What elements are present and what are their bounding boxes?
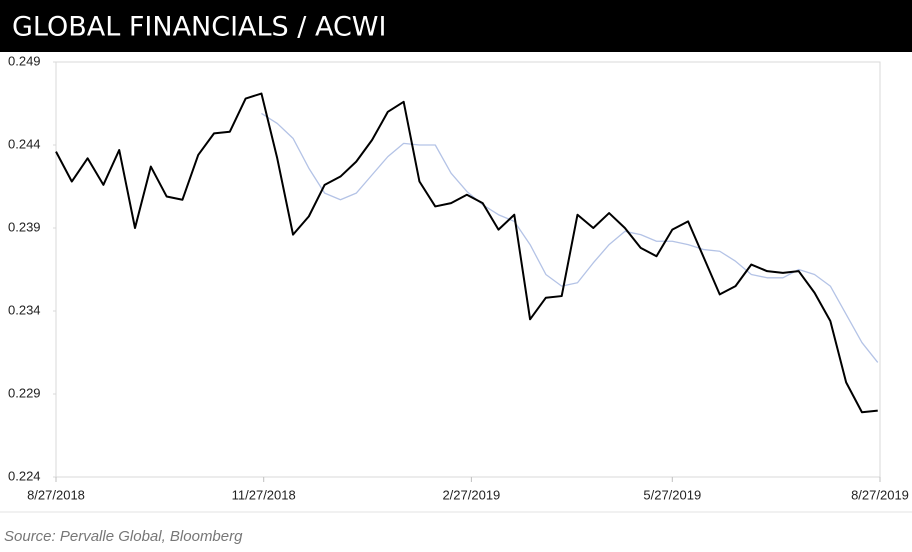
y-tick-label: 0.229	[8, 385, 41, 400]
x-tick-label: 8/27/2019	[851, 487, 909, 502]
series-line	[261, 112, 879, 363]
y-tick-label: 0.249	[8, 53, 41, 68]
y-tick-label: 0.224	[8, 468, 41, 483]
plot-frame	[55, 61, 881, 478]
x-tick-label: 5/27/2019	[643, 487, 701, 502]
series-line	[55, 92, 878, 414]
y-tick-label: 0.239	[8, 219, 41, 234]
y-tick-label: 0.234	[8, 302, 41, 317]
x-tick-label: 8/27/2018	[27, 487, 85, 502]
x-tick-label: 11/27/2018	[232, 487, 296, 502]
x-tick-label: 2/27/2019	[442, 487, 500, 502]
source-note: Source: Pervalle Global, Bloomberg	[4, 528, 243, 545]
title-bar	[0, 0, 912, 52]
y-tick-label: 0.244	[8, 136, 41, 151]
chart-title: GLOBAL FINANCIALS / ACWI	[12, 12, 386, 43]
